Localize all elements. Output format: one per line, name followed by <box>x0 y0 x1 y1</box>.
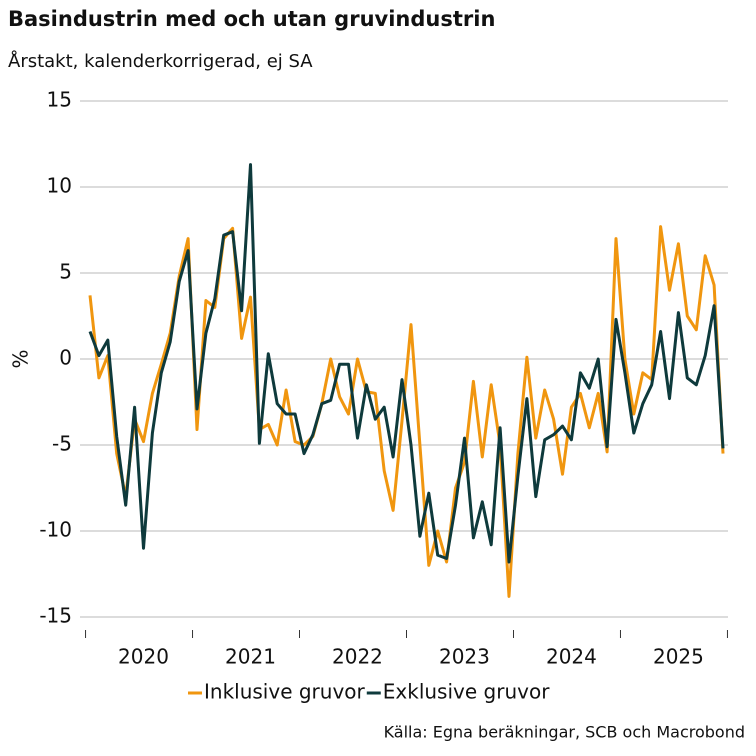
y-axis-label: % <box>9 349 33 368</box>
source: Källa: Egna beräkningar, SCB och Macrobo… <box>384 723 745 742</box>
y-tick-label: -10 <box>39 518 72 542</box>
x-tick-label: 2024 <box>546 645 597 669</box>
x-tick-label: 2025 <box>653 645 704 669</box>
x-tick-label: 2023 <box>439 645 490 669</box>
y-tick-label: 10 <box>47 174 72 198</box>
x-tick-label: 2020 <box>118 645 169 669</box>
y-tick-label: 5 <box>59 260 72 284</box>
legend-label: Inklusive gruvor <box>204 680 366 704</box>
legend-label: Exklusive gruvor <box>383 680 550 704</box>
chart-subtitle: Årstakt, kalenderkorrigerad, ej SA <box>8 50 313 72</box>
x-tick-label: 2021 <box>225 645 276 669</box>
series-line <box>88 163 725 564</box>
y-tick-label: -5 <box>52 432 72 456</box>
x-tick-label: 2022 <box>332 645 383 669</box>
chart-title: Basindustrin med och utan gruvindustrin <box>8 7 495 31</box>
y-tick-label: 0 <box>59 346 72 370</box>
y-tick-label: -15 <box>39 604 72 628</box>
y-tick-label: 15 <box>47 88 72 112</box>
